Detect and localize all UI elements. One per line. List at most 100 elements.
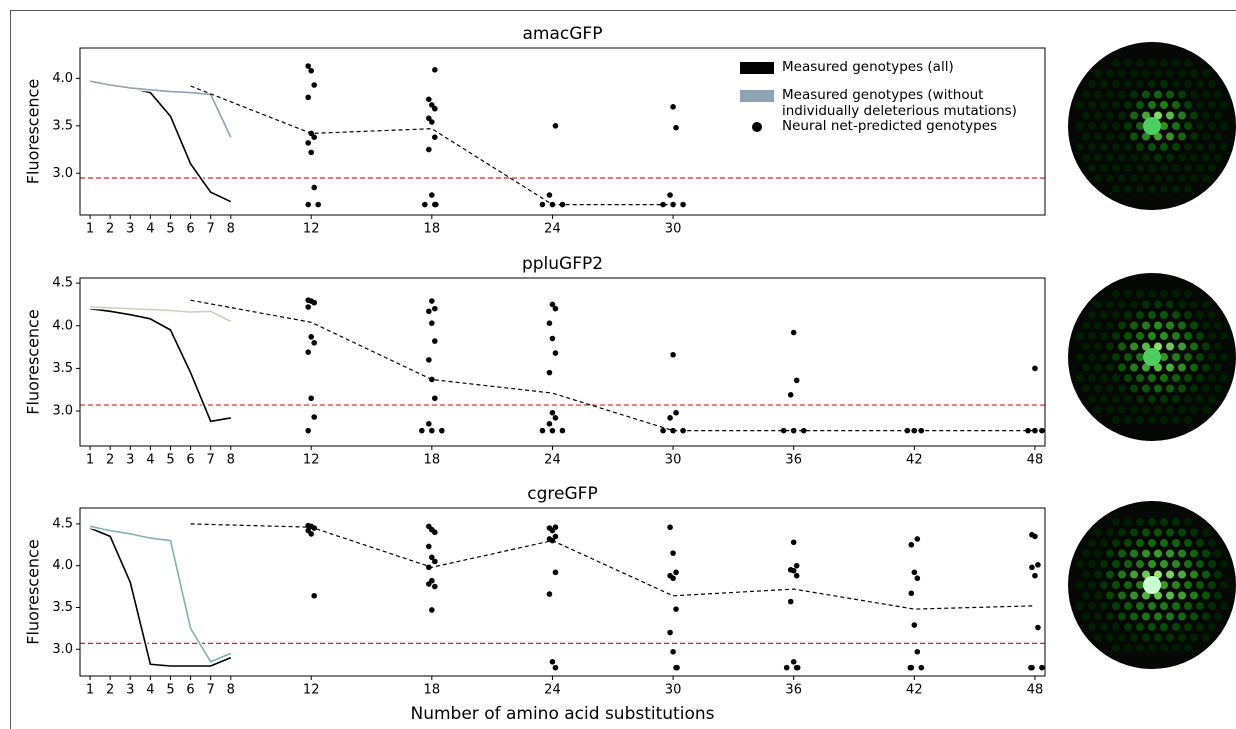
colony <box>1142 342 1150 351</box>
colony <box>1190 342 1198 351</box>
predicted-point <box>680 427 686 434</box>
colony <box>1154 153 1162 162</box>
colony <box>1118 153 1126 162</box>
colony <box>1214 90 1222 99</box>
colony <box>1184 311 1192 319</box>
colony <box>1154 633 1162 642</box>
colony <box>1106 528 1114 537</box>
legend-label: Measured genotypes (all) <box>782 59 954 75</box>
colony <box>1076 581 1084 589</box>
colony <box>1100 623 1108 631</box>
colony <box>1178 321 1186 330</box>
colony <box>1148 311 1156 319</box>
predicted-point <box>1032 572 1038 579</box>
colony <box>1166 405 1174 414</box>
colony <box>1124 539 1132 547</box>
x-tick-label: 3 <box>126 222 134 237</box>
y-axis-label: Fluorescence <box>24 79 43 184</box>
colony <box>1184 290 1192 298</box>
x-tick-label: 2 <box>106 683 114 698</box>
colony <box>1112 122 1120 130</box>
y-tick-label: 4.5 <box>52 516 73 531</box>
colony <box>1208 623 1216 631</box>
predicted-point <box>426 357 432 363</box>
colony <box>1190 633 1198 642</box>
colony <box>1106 612 1114 621</box>
legend-swatch <box>740 90 774 102</box>
colony <box>1088 80 1096 88</box>
predicted-point <box>546 192 553 198</box>
colony <box>1100 602 1108 610</box>
predicted-point <box>911 569 918 576</box>
colony <box>1184 644 1192 652</box>
colony <box>1154 132 1162 141</box>
colony <box>1142 384 1150 393</box>
predicted-point <box>670 575 676 582</box>
colony <box>1190 570 1198 579</box>
colony <box>1154 405 1162 414</box>
colony <box>1142 90 1150 99</box>
micrographs <box>1068 42 1236 669</box>
colony <box>1082 111 1090 120</box>
colony <box>1124 395 1132 403</box>
predicted-point <box>429 192 435 198</box>
colony <box>1172 80 1180 88</box>
colony <box>1190 591 1198 600</box>
colony <box>1172 311 1180 319</box>
colony <box>1148 374 1156 382</box>
colony <box>1142 300 1150 309</box>
y-axis-label: Fluorescence <box>24 539 43 644</box>
colony <box>1118 405 1126 414</box>
colony <box>1202 612 1210 621</box>
colony <box>1124 101 1132 109</box>
colony <box>1106 405 1114 414</box>
colony <box>1136 518 1144 526</box>
colony <box>1220 560 1228 568</box>
predicted-point <box>680 201 686 208</box>
colony <box>1124 122 1132 130</box>
measured-line-halo <box>89 80 232 204</box>
colony <box>1124 644 1132 652</box>
x-tick-label: 42 <box>906 453 923 468</box>
colony <box>1100 581 1108 589</box>
colony <box>1166 549 1174 558</box>
predicted-point <box>311 184 317 191</box>
predicted-point <box>787 392 794 398</box>
predicted-point <box>549 537 556 544</box>
colony <box>1094 549 1102 558</box>
colony <box>1142 153 1150 162</box>
colony <box>1124 164 1132 172</box>
y-tick-label: 4.0 <box>52 558 73 573</box>
colony <box>1094 342 1102 351</box>
predicted-point <box>426 564 432 571</box>
colony <box>1130 363 1138 372</box>
predicted-point <box>432 529 438 536</box>
predicted-point <box>432 395 438 402</box>
colony <box>1118 69 1126 78</box>
predicted-point <box>439 427 445 434</box>
y-tick-label: 3.5 <box>52 118 73 133</box>
predicted-point <box>546 320 553 326</box>
colony <box>1196 101 1204 109</box>
colony <box>1130 612 1138 621</box>
y-tick-label: 4.0 <box>52 71 73 86</box>
colony <box>1184 122 1192 130</box>
colony <box>1136 395 1144 403</box>
colony <box>1196 623 1204 631</box>
colony <box>1142 363 1150 372</box>
colony <box>1178 132 1186 141</box>
predicted-point <box>790 567 797 574</box>
colony <box>1148 143 1156 151</box>
colony <box>1190 321 1198 330</box>
colony <box>1118 90 1126 99</box>
colony <box>1118 591 1126 600</box>
colony <box>1172 602 1180 610</box>
colony <box>1148 395 1156 403</box>
x-tick-label: 8 <box>227 453 235 468</box>
predicted-point <box>911 427 918 434</box>
colony <box>1112 539 1120 547</box>
predicted-point <box>549 409 556 416</box>
colony <box>1130 174 1138 183</box>
colony <box>1112 602 1120 610</box>
predicted-point <box>429 320 435 326</box>
